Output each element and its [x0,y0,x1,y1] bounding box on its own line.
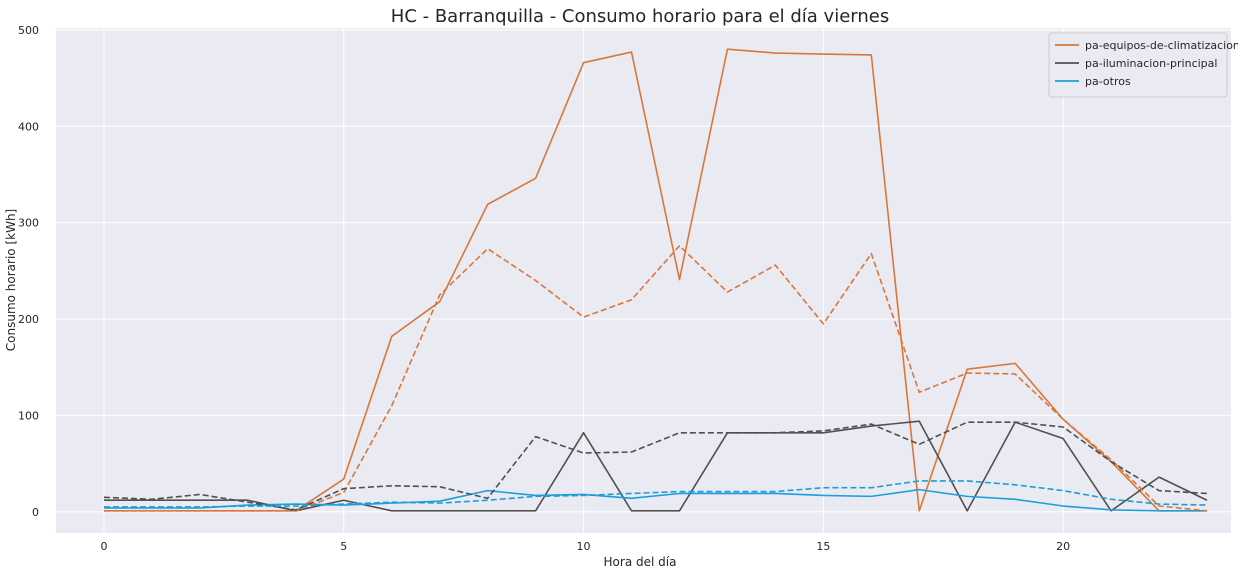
legend-label: pa-iluminacion-principal [1085,57,1217,70]
y-tick-label: 500 [18,24,39,37]
x-tick-label: 5 [340,540,347,553]
x-tick-labels: 0 5 10 15 20 [100,540,1070,553]
y-tick-label: 0 [32,506,39,519]
chart-title: HC - Barranquilla - Consumo horario para… [391,6,889,27]
series-line-4 [103,421,1208,511]
legend-box [1048,32,1228,98]
legend: pa-equipos-de-climatizacion pa-iluminacio… [1048,32,1238,98]
series-line-3 [103,245,1208,512]
y-tick-label: 200 [18,313,39,326]
x-tick-label: 15 [816,540,830,553]
y-tick-label: 400 [18,120,39,133]
y-tick-label: 100 [18,409,39,422]
series-line-2 [103,488,1208,512]
series-line-5 [103,480,1208,508]
series-lines [103,48,1208,512]
plot-area [56,28,1231,533]
legend-label: pa-otros [1085,75,1131,88]
y-tick-labels: 0 100 200 300 400 500 [18,24,39,519]
x-axis-label: Hora del día [604,555,677,569]
legend-label: pa-equipos-de-climatizacion [1085,39,1238,52]
x-tick-label: 10 [577,540,591,553]
y-tick-label: 300 [18,217,39,230]
x-tick-label: 20 [1056,540,1070,553]
grid-lines [56,28,1231,533]
x-tick-label: 0 [100,540,107,553]
y-axis-label: Consumo horario [kWh] [4,209,18,351]
